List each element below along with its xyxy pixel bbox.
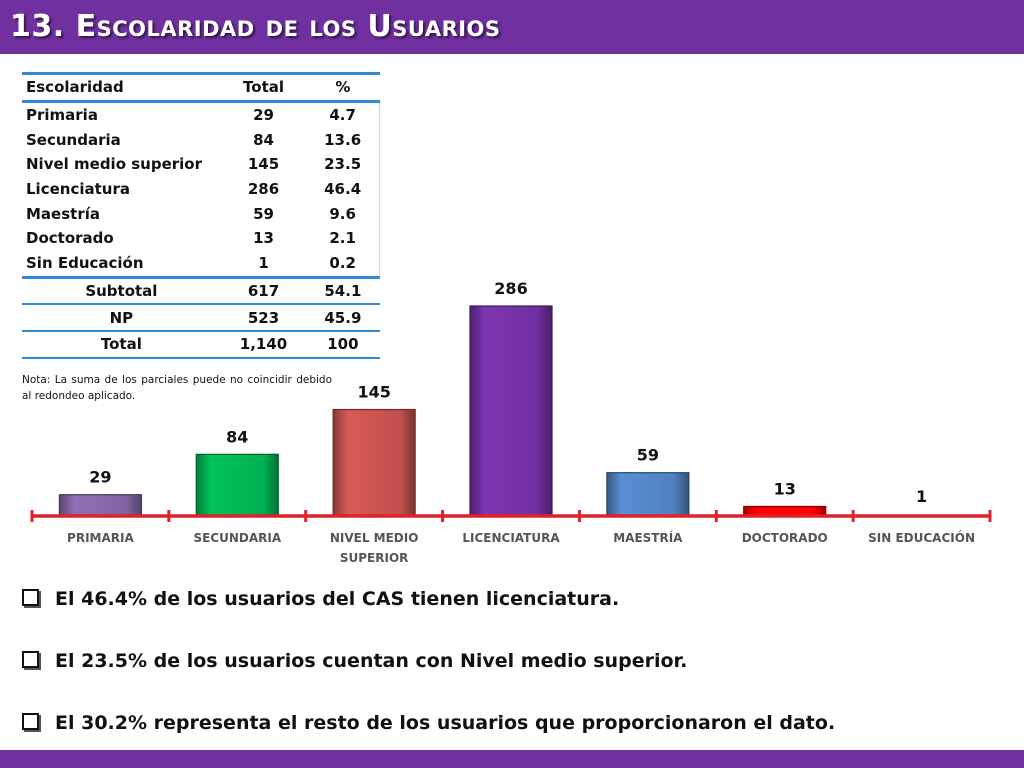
table-cell: NP <box>109 308 134 327</box>
table-cell: Subtotal <box>85 281 158 300</box>
table-cell: Maestría <box>26 204 100 223</box>
title-bar: 13. Escolaridad de los Usuarios <box>0 0 1024 54</box>
table-header-cell: Total <box>243 78 285 97</box>
data-label: 286 <box>494 279 527 298</box>
table-summary-row: NP 523 45.9 <box>22 304 380 331</box>
table-header-row: Escolaridad Total % <box>22 73 380 102</box>
table-row: Sin Educación 1 0.2 <box>22 250 381 277</box>
table-row: Maestría 59 9.6 <box>22 201 381 227</box>
footer-bar <box>0 750 1024 768</box>
data-label: 59 <box>637 446 659 465</box>
bar <box>469 305 553 517</box>
table-cell: 145 <box>247 155 280 174</box>
x-tick-label: SIN EDUCACIÓN <box>868 530 975 545</box>
table-row: Doctorado 13 2.1 <box>22 226 381 251</box>
bar <box>332 408 416 517</box>
finding-text: El 46.4% de los usuarios del CAS tienen … <box>55 588 620 610</box>
table-cell: 23.5 <box>306 152 381 177</box>
table-row: Secundaria 84 13.6 <box>22 127 381 153</box>
table-cell: Licenciatura <box>26 180 130 199</box>
table-cell: 59 <box>253 204 274 223</box>
x-tick-label: LICENCIATURA <box>462 531 560 545</box>
data-label: 84 <box>226 427 248 446</box>
x-tick-label: SECUNDARIA <box>193 531 281 545</box>
table-header-cell: % <box>335 78 351 97</box>
table-header-cell: Escolaridad <box>26 78 124 97</box>
table-cell: Primaria <box>26 106 98 125</box>
table-cell: 1 <box>258 254 269 273</box>
checkbox-bullet-icon <box>22 589 39 606</box>
table-cell: 45.9 <box>324 308 362 327</box>
table-cell: 13.6 <box>306 127 381 153</box>
table-cell: Sin Educación <box>26 254 144 273</box>
table-cell: 0.2 <box>306 250 381 277</box>
table-cell: 2.1 <box>306 226 381 251</box>
table-cell: 617 <box>247 281 280 300</box>
x-tick-label: PRIMARIA <box>67 531 134 545</box>
education-table: Escolaridad Total % Primaria 29 4.7 Secund… <box>22 72 381 359</box>
table-cell: Doctorado <box>26 229 114 248</box>
data-label: 1 <box>916 487 927 506</box>
x-tick-label: NIVEL MEDIO <box>330 531 419 545</box>
education-bar-chart: 29 PRIMARIA 84 SECUNDARIA 145 NIVEL MEDIO SUPE… <box>30 279 992 565</box>
table-cell: Secundaria <box>26 130 121 149</box>
table-row: Licenciatura 286 46.4 <box>22 176 381 202</box>
finding-item: El 46.4% de los usuarios del CAS tienen … <box>22 588 619 610</box>
table-cell: 54.1 <box>324 281 362 300</box>
data-label: 13 <box>774 479 796 498</box>
finding-text: El 23.5% de los usuarios cuentan con Niv… <box>55 650 688 672</box>
table-cell: Total <box>100 335 142 354</box>
rounding-note: Nota: La suma de los parciales puede no … <box>22 374 332 402</box>
bar <box>606 472 690 517</box>
checkbox-bullet-icon <box>22 713 39 730</box>
table-cell: 13 <box>253 229 274 248</box>
table-cell: 29 <box>253 106 274 125</box>
finding-item: El 23.5% de los usuarios cuentan con Niv… <box>22 650 687 672</box>
table-summary-row: Total 1,140 100 <box>22 331 380 358</box>
data-label: 29 <box>89 468 111 487</box>
finding-text: El 30.2% representa el resto de los usua… <box>55 712 836 734</box>
x-tick-label: DOCTORADO <box>742 531 828 545</box>
finding-item: El 30.2% representa el resto de los usua… <box>22 712 835 734</box>
table-cell: 523 <box>247 308 280 327</box>
table-cell: 1,140 <box>239 335 288 354</box>
x-tick-label: MAESTRÍA <box>613 530 683 545</box>
table-cell: 286 <box>247 180 280 199</box>
table-row: Nivel medio superior 145 23.5 <box>22 152 381 177</box>
table-cell: 9.6 <box>306 201 381 227</box>
table-summary-row: Subtotal 617 54.1 <box>22 277 380 305</box>
data-label: 145 <box>357 383 390 402</box>
bar <box>58 494 143 517</box>
checkbox-bullet-icon <box>22 651 39 668</box>
table-cell: 46.4 <box>306 176 381 202</box>
x-tick-label: SUPERIOR <box>340 551 409 565</box>
table-cell: 4.7 <box>306 101 381 128</box>
table-row: Primaria 29 4.7 <box>22 101 381 128</box>
table-cell: Nivel medio superior <box>26 155 202 174</box>
page-title: 13. Escolaridad de los Usuarios <box>10 9 501 44</box>
bar <box>195 453 279 517</box>
table-cell: 84 <box>253 130 274 149</box>
table-cell: 100 <box>327 335 359 354</box>
